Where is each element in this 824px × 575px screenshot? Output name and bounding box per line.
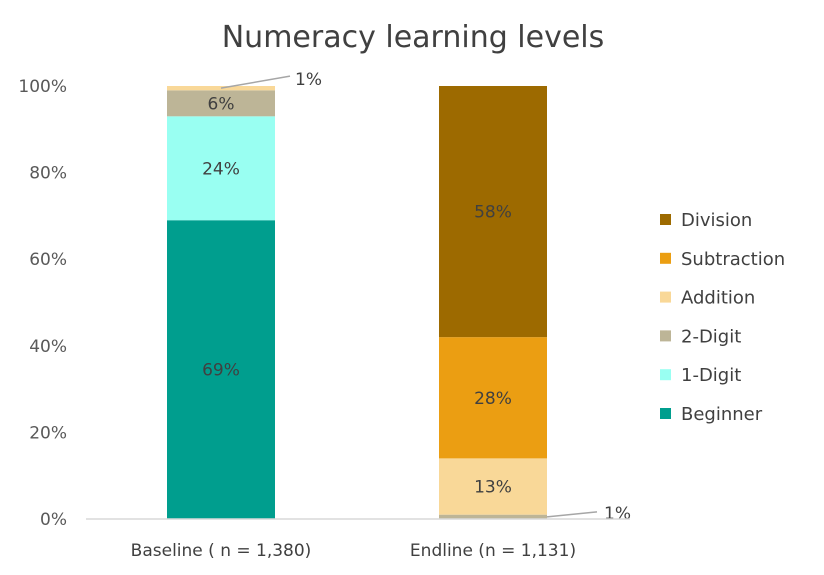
bar-segment-1-digit [167,116,275,221]
legend-item-2-digit: 2-Digit [660,326,741,347]
data-label: 58% [474,203,512,223]
y-tick-label: 80% [29,164,67,184]
bar-segment-division [439,86,547,338]
legend-item-subtraction: Subtraction [660,249,785,270]
x-category-label: Endline (n = 1,131) [410,541,576,561]
legend-swatch [660,330,671,342]
legend-item-addition: Addition [660,288,755,309]
bar-segment-addition [439,458,547,515]
data-label: 1% [295,70,322,90]
legend-label: Beginner [681,404,763,425]
legend-item-beginner: Beginner [660,404,763,425]
legend-swatch [660,408,671,419]
legend-label: 2-Digit [681,326,741,347]
bar-segment-2-digit [439,514,547,519]
y-tick-label: 100% [18,77,67,97]
x-category-label: Baseline ( n = 1,380) [131,541,312,561]
legend-swatch [660,252,671,264]
chart-title: Numeracy learning levels [222,20,605,55]
legend-item-division: Division [660,210,752,231]
data-label: 24% [202,159,240,179]
leader-line [220,75,291,89]
legend-swatch [660,369,671,381]
data-label: 13% [474,478,512,498]
y-tick-label: 40% [29,337,67,357]
leader-line [546,511,598,518]
bar-segment-beginner [167,220,275,520]
legend-label: Division [681,210,752,231]
legend-item-1-digit: 1-Digit [660,365,741,386]
data-label: 6% [208,94,235,114]
legend: Division Subtraction Addition 2-Digit 1-Digi… [660,210,785,425]
bar-segment-subtraction [439,337,547,459]
y-tick-label: 60% [29,250,67,270]
y-tick-label: 0% [40,510,67,530]
legend-label: Addition [681,288,755,309]
legend-swatch [660,291,671,303]
y-tick-label: 20% [29,423,67,443]
data-label: 28% [474,389,512,409]
legend-label: 1-Digit [681,365,741,386]
data-label: 69% [202,361,240,381]
data-label: 1% [604,504,631,524]
legend-label: Subtraction [681,249,785,270]
y-axis: 0% 20% 40% 60% 80% 100% [18,77,67,530]
legend-swatch [660,214,671,225]
bar-segment-2-digit [167,90,275,117]
x-axis: Baseline ( n = 1,380) Endline (n = 1,131) [86,518,630,561]
plot-area [167,86,547,520]
